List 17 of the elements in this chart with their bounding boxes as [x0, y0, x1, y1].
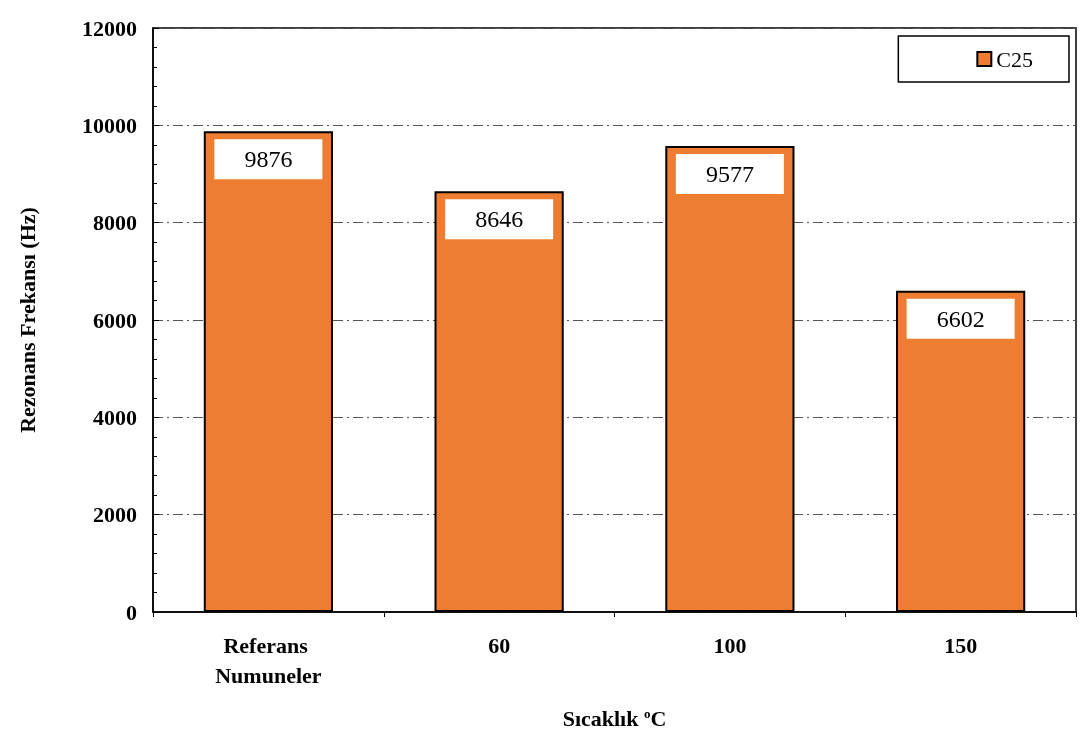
data-label: 6602: [936, 305, 985, 332]
y-tick-label: 4000: [93, 404, 137, 430]
x-tick-label: 100: [713, 632, 747, 658]
y-tick-label: 2000: [93, 502, 137, 528]
data-label: 8646: [475, 206, 524, 233]
y-tick-label: 0: [126, 599, 137, 625]
y-tick-label: 8000: [93, 210, 137, 236]
x-tick-label: 60: [488, 632, 511, 658]
legend-label: C25: [996, 46, 1034, 72]
y-tick-label: 12000: [82, 15, 137, 41]
y-tick-label: 10000: [82, 112, 137, 138]
y-axis-title: Rezonans Frekansı (Hz): [14, 207, 40, 433]
x-tick-label: 150: [944, 632, 978, 658]
y-tick-label: 6000: [93, 307, 137, 333]
data-label: 9876: [244, 146, 293, 173]
x-tick-label: Referans Numuneler: [215, 632, 322, 688]
data-label: 9577: [705, 160, 754, 187]
